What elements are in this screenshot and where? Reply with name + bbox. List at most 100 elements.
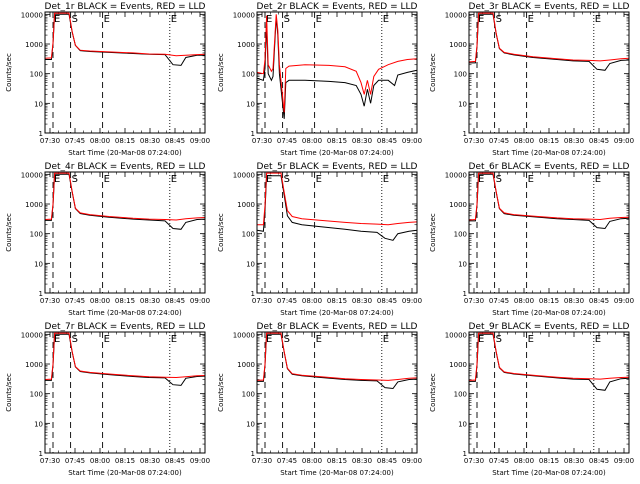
marker-label: E: [54, 14, 60, 25]
marker-label: E: [478, 174, 484, 185]
plot-frame: [256, 171, 418, 294]
marker-label: E: [383, 174, 389, 185]
x-tick-label: 08:45: [377, 137, 397, 145]
marker-label: E: [528, 334, 534, 345]
y-axis-label: Counts/sec: [429, 213, 437, 252]
plot-frame: [44, 331, 206, 454]
x-tick-label: 08:00: [90, 297, 110, 305]
y-tick-label: 1: [39, 290, 43, 298]
x-tick-label: 07:45: [277, 297, 297, 305]
y-tick-label: 10: [458, 260, 467, 268]
y-tick-label: 10000: [233, 331, 255, 339]
y-tick-label: 10: [458, 100, 467, 108]
x-tick-label: 09:00: [190, 297, 210, 305]
marker-label: E: [54, 174, 60, 185]
y-axis-label: Counts/sec: [5, 373, 13, 412]
chart-title: Det_8r BLACK = Events, RED = LLD: [257, 322, 418, 332]
x-tick-label: 09:00: [614, 297, 634, 305]
marker-label: S: [496, 174, 502, 185]
y-tick-label: 100: [454, 231, 467, 239]
x-tick-label: 09:00: [614, 137, 634, 145]
chart-panel-6: Det_6r BLACK = Events, RED = LLD Counts/s…: [429, 162, 634, 317]
y-tick-label: 100: [454, 391, 467, 399]
y-tick-label: 10: [246, 260, 255, 268]
y-tick-label: 10000: [21, 171, 43, 179]
y-tick-label: 10: [246, 420, 255, 428]
marker-label: E: [478, 334, 484, 345]
x-tick-label: 07:30: [252, 297, 272, 305]
marker-label: S: [284, 334, 290, 345]
series-events-line: [256, 175, 418, 241]
x-axis-label: Start Time (20-Mar-08 07:24:00): [68, 309, 182, 317]
x-tick-label: 08:30: [140, 137, 160, 145]
marker-label: E: [171, 174, 177, 185]
y-tick-label: 10000: [233, 11, 255, 19]
chart-panel-7: Det_7r BLACK = Events, RED = LLD Counts/s…: [5, 322, 210, 477]
y-tick-label: 1: [463, 130, 467, 138]
chart-panel-1: Det_1r BLACK = Events, RED = LLD Counts/s…: [5, 2, 210, 157]
chart-title: Det_6r BLACK = Events, RED = LLD: [469, 162, 630, 172]
chart-title: Det_5r BLACK = Events, RED = LLD: [257, 162, 418, 172]
y-tick-label: 1000: [237, 361, 255, 369]
chart-title: Det_7r BLACK = Events, RED = LLD: [45, 322, 206, 332]
y-axis-label: Counts/sec: [217, 53, 225, 92]
marker-label: E: [383, 334, 389, 345]
y-tick-label: 100: [30, 391, 43, 399]
x-tick-label: 08:15: [327, 457, 347, 465]
series-lld-line: [256, 332, 418, 381]
marker-label: S: [284, 174, 290, 185]
chart-title: Det_2r BLACK = Events, RED = LLD: [257, 2, 418, 12]
marker-label: S: [284, 14, 290, 25]
plot-frame: [44, 11, 206, 134]
x-tick-label: 08:45: [589, 297, 609, 305]
y-tick-label: 100: [242, 231, 255, 239]
chart-panel-5: Det_5r BLACK = Events, RED = LLD Counts/s…: [217, 162, 422, 317]
chart-panel-2: Det_2r BLACK = Events, RED = LLD Counts/s…: [217, 2, 422, 157]
plot-frame: [468, 171, 630, 294]
x-tick-label: 08:00: [514, 137, 534, 145]
marker-label: S: [72, 334, 78, 345]
x-axis-label: Start Time (20-Mar-08 07:24:00): [492, 309, 606, 317]
x-tick-label: 08:30: [352, 457, 372, 465]
x-tick-label: 09:00: [614, 457, 634, 465]
x-tick-label: 08:15: [539, 297, 559, 305]
x-tick-label: 09:00: [190, 457, 210, 465]
y-axis-label: Counts/sec: [5, 213, 13, 252]
x-tick-label: 08:30: [140, 297, 160, 305]
marker-label: E: [104, 334, 110, 345]
marker-label: E: [104, 174, 110, 185]
y-tick-label: 10: [246, 100, 255, 108]
marker-label: E: [316, 174, 322, 185]
x-tick-label: 08:00: [514, 457, 534, 465]
y-tick-label: 10: [34, 100, 43, 108]
y-tick-label: 1: [251, 450, 255, 458]
y-tick-label: 100: [454, 71, 467, 79]
y-tick-label: 100: [242, 71, 255, 79]
marker-label: E: [171, 14, 177, 25]
x-tick-label: 08:15: [115, 137, 135, 145]
chart-title: Det_1r BLACK = Events, RED = LLD: [45, 2, 206, 12]
x-tick-label: 08:00: [302, 297, 322, 305]
marker-label: E: [383, 14, 389, 25]
series-events-line: [45, 13, 205, 66]
x-axis-label: Start Time (20-Mar-08 07:24:00): [280, 149, 394, 157]
series-events-line: [469, 333, 630, 391]
x-tick-label: 07:45: [65, 137, 85, 145]
y-tick-label: 10000: [445, 331, 467, 339]
y-tick-label: 100: [30, 71, 43, 79]
plot-frame: [44, 171, 206, 294]
series-events-line: [45, 173, 206, 230]
x-tick-label: 08:15: [539, 457, 559, 465]
x-tick-label: 08:30: [352, 137, 372, 145]
plot-frame: [256, 11, 418, 134]
marker-label: S: [72, 174, 78, 185]
y-axis-label: Counts/sec: [429, 373, 437, 412]
x-tick-label: 08:30: [140, 457, 160, 465]
x-tick-label: 08:45: [377, 297, 397, 305]
y-tick-label: 10000: [21, 11, 43, 19]
series-lld-line: [468, 12, 630, 63]
x-tick-label: 08:45: [165, 457, 185, 465]
x-tick-label: 07:45: [489, 457, 509, 465]
x-axis-label: Start Time (20-Mar-08 07:24:00): [492, 149, 606, 157]
x-tick-label: 08:00: [302, 137, 322, 145]
